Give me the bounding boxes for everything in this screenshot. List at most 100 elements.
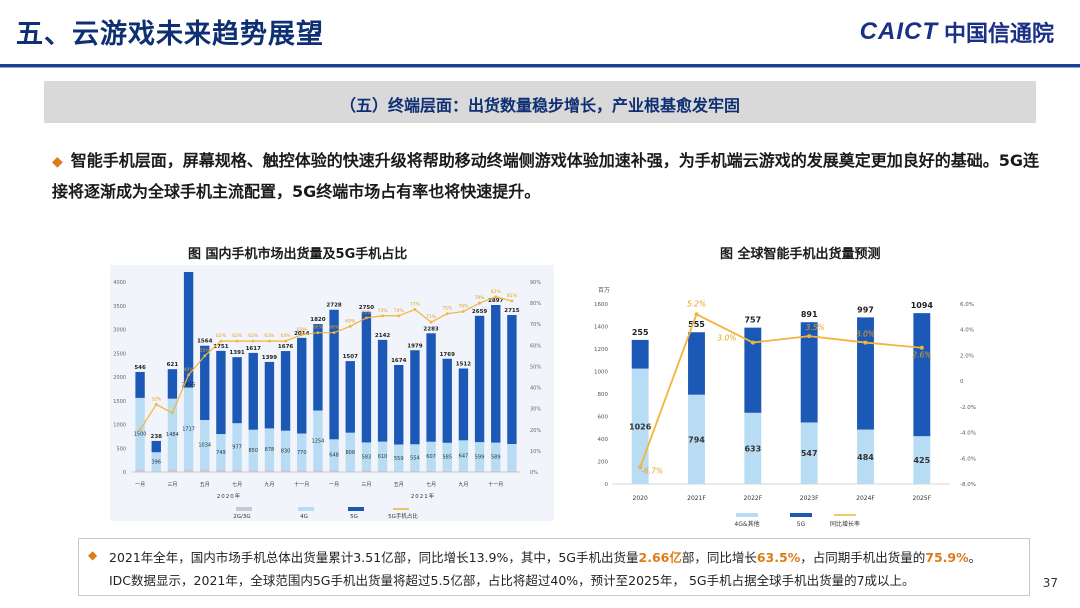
g4-value-label: 977	[232, 444, 242, 450]
g4-value-label: 1717	[182, 426, 195, 432]
bar-top-label: 2750	[359, 305, 374, 311]
bar-5G-1	[151, 440, 161, 453]
g4-value-label: 599	[475, 454, 485, 460]
bar-4G-9	[280, 430, 291, 471]
share-label: 72%	[361, 310, 372, 316]
bar-4G-16	[394, 444, 404, 472]
g4-value-label: 830	[281, 448, 291, 454]
bar-4g-label: 633	[744, 444, 761, 453]
share-label: 63%	[264, 333, 275, 339]
bar-2G/3G-13	[345, 471, 355, 472]
g4-value-label: 850	[248, 448, 258, 454]
legend-swatch	[790, 513, 812, 517]
lead-paragraph: ◆ 智能手机层面，屏幕规格、触控体验的快速升级将帮助移动终端侧游戏体验加速补强，为…	[52, 146, 1042, 206]
legend-label: 5G手机占比	[388, 512, 418, 520]
bar-2G/3G-15	[377, 470, 388, 472]
bar-4G-5	[216, 434, 226, 470]
bar-2G/3G-18	[426, 470, 436, 472]
bar-5g-3	[800, 322, 818, 423]
bar-4g-2	[744, 412, 762, 484]
share-label: 55%	[200, 348, 211, 354]
y2-tick-label: 60%	[530, 343, 541, 349]
g4-value-label: 559	[394, 456, 404, 462]
share-label: 62%	[216, 333, 227, 339]
bar-top-label: 1617	[246, 346, 261, 352]
share-point	[429, 320, 433, 324]
summary-line-2: IDC数据显示，2021年，全球范围内5G手机出货量将超过5.5亿部，占比将超过…	[109, 573, 915, 588]
bar-5G-4	[200, 345, 210, 421]
x-tick-label: 九月	[264, 481, 274, 488]
y2-tick-label: 90%	[530, 280, 541, 286]
y2-tick-label: 70%	[530, 322, 541, 328]
growth-label: 3.5%	[806, 323, 825, 332]
year-label-2021: 2021年	[411, 492, 436, 500]
bar-5G-21	[474, 315, 485, 443]
bar-2G/3G-16	[394, 471, 404, 472]
g4-value-label: 749	[216, 450, 226, 456]
growth-label: 3.0%	[717, 334, 736, 343]
growth-label: -6.7%	[641, 466, 663, 475]
bar-top-label: 2659	[472, 309, 487, 315]
bar-top-label: 621	[167, 362, 179, 368]
bar-top-label: 1512	[456, 361, 471, 367]
bar-top-label: 2897	[488, 298, 503, 304]
share-label: 32%	[151, 396, 162, 402]
y2-tick-label: -4.0%	[960, 431, 976, 437]
y-tick-label: 3500	[113, 304, 126, 310]
share-line	[139, 296, 513, 431]
bar-top-label: 1751	[213, 344, 228, 350]
bar-top-label: 2728	[326, 303, 341, 309]
bar-4G-1	[151, 452, 161, 472]
bar-5g-1	[688, 332, 705, 395]
y-tick-label: 1600	[594, 302, 608, 308]
share-point	[510, 299, 514, 303]
share-point	[397, 314, 401, 318]
bar-5g-label: 891	[801, 310, 818, 319]
y-tick-label: 0	[123, 470, 126, 476]
bar-4G-10	[297, 433, 307, 471]
share-point	[284, 339, 287, 343]
y-tick-label: 4000	[113, 280, 126, 286]
share-point	[171, 411, 174, 415]
bar-5G-5	[216, 350, 226, 435]
section-banner: （五）终端层面：出货数量稳步增长，产业根基愈发牢固	[44, 81, 1036, 123]
y-tick-label: 1500	[113, 399, 126, 405]
bar-top-label: 1979	[407, 343, 422, 349]
bar-4G-15	[377, 441, 388, 471]
y2-tick-label: 2.0%	[960, 353, 974, 359]
share-label: 75%	[442, 306, 453, 312]
share-label: 40%	[184, 367, 195, 373]
x-tick-label: 2022F	[743, 495, 762, 502]
summary-box: ◆ 2021年全年，国内市场手机总体出货量累计3.51亿部，同比增长13.9%，…	[78, 538, 1030, 596]
y-tick-label: 1400	[594, 325, 608, 331]
legend-label: 4G	[300, 514, 308, 520]
logo-en: CAICT	[859, 18, 938, 45]
y-tick-label: 2000	[113, 375, 126, 381]
global-forecast-chart: 百万 0 200 400 600 800 1000 1200 1400 1600 -8.0% -6.0…	[594, 287, 976, 528]
x-tick-label: 2024F	[856, 495, 875, 502]
bar-4G-12	[329, 439, 339, 471]
bar-top-label: 1676	[278, 344, 293, 350]
bar-4G-8	[264, 428, 275, 471]
bar-5g-4	[857, 317, 874, 430]
bar-top-label: 1820	[310, 317, 325, 323]
share-label: 62%	[248, 333, 259, 339]
g4-value-label: 647	[459, 454, 469, 460]
bar-2G/3G-0	[135, 469, 145, 472]
g4-value-label: 610	[378, 454, 388, 460]
bar-top-label: 1507	[343, 354, 358, 360]
growth-point	[807, 334, 812, 339]
bar-2G/3G-8	[264, 470, 275, 472]
g5-extra-label: 2455	[182, 383, 196, 389]
bar-4g-4	[857, 429, 874, 484]
share-point	[462, 310, 465, 313]
growth-label: 2.6%	[912, 351, 931, 360]
growth-point	[863, 340, 868, 345]
x-tick-label: 一月	[329, 482, 339, 488]
y2-tick-label: 0	[960, 379, 964, 385]
share-point	[251, 339, 255, 343]
bar-2G/3G-14	[361, 470, 372, 472]
share-label: 64%	[281, 333, 292, 339]
share-label: 62%	[232, 333, 243, 339]
x-tick-label: 五月	[394, 482, 404, 488]
